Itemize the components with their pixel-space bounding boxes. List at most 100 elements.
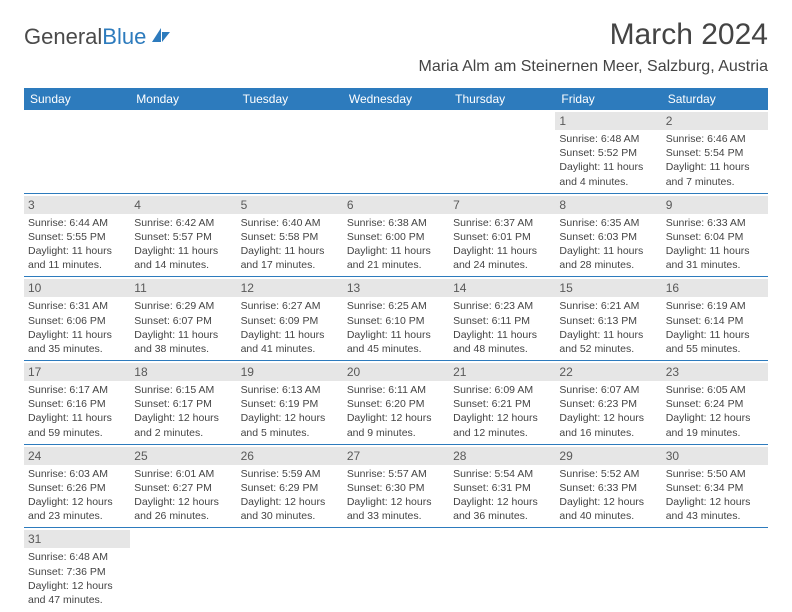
day-number: 29	[555, 447, 661, 465]
day-number: 6	[343, 196, 449, 214]
day-cell: 9Sunrise: 6:33 AMSunset: 6:04 PMDaylight…	[662, 194, 768, 277]
weeks-container: 1Sunrise: 6:48 AMSunset: 5:52 PMDaylight…	[24, 110, 768, 611]
day-cell: 6 Sunrise: 6:38 AMSunset: 6:00 PMDaylight…	[343, 194, 449, 277]
day-daylight: Daylight: 11 hours and 21 minutes.	[347, 244, 445, 272]
day-daylight: Daylight: 12 hours and 19 minutes.	[666, 411, 764, 439]
day-cell: 22Sunrise: 6:07 AMSunset: 6:23 PMDayligh…	[555, 361, 661, 444]
empty-cell	[449, 110, 555, 193]
weekday-header: Friday	[555, 88, 661, 110]
weekday-header: Wednesday	[343, 88, 449, 110]
day-sunrise: Sunrise: 5:59 AM	[241, 467, 339, 481]
weekday-header: Tuesday	[237, 88, 343, 110]
weekday-header: Thursday	[449, 88, 555, 110]
day-number: 21	[449, 363, 555, 381]
day-info: Sunrise: 6:33 AMSunset: 6:04 PMDaylight:…	[666, 216, 764, 273]
day-sunrise: Sunrise: 6:27 AM	[241, 299, 339, 313]
day-number: 22	[555, 363, 661, 381]
weekday-header-row: SundayMondayTuesdayWednesdayThursdayFrid…	[24, 88, 768, 110]
day-sunset: Sunset: 6:20 PM	[347, 397, 445, 411]
day-sunrise: Sunrise: 6:11 AM	[347, 383, 445, 397]
day-number: 18	[130, 363, 236, 381]
day-info: Sunrise: 6:40 AMSunset: 5:58 PMDaylight:…	[241, 216, 339, 273]
day-sunrise: Sunrise: 6:33 AM	[666, 216, 764, 230]
day-daylight: Daylight: 11 hours and 11 minutes.	[28, 244, 126, 272]
weekday-header: Sunday	[24, 88, 130, 110]
weekday-header: Saturday	[662, 88, 768, 110]
day-sunset: Sunset: 6:23 PM	[559, 397, 657, 411]
day-daylight: Daylight: 12 hours and 5 minutes.	[241, 411, 339, 439]
day-cell: 29Sunrise: 5:52 AMSunset: 6:33 PMDayligh…	[555, 445, 661, 528]
week-row: 10Sunrise: 6:31 AMSunset: 6:06 PMDayligh…	[24, 277, 768, 361]
day-sunrise: Sunrise: 5:57 AM	[347, 467, 445, 481]
day-sunset: Sunset: 6:26 PM	[28, 481, 126, 495]
day-sunrise: Sunrise: 6:42 AM	[134, 216, 232, 230]
day-sunset: Sunset: 7:36 PM	[28, 565, 126, 579]
day-sunrise: Sunrise: 6:13 AM	[241, 383, 339, 397]
day-info: Sunrise: 6:25 AMSunset: 6:10 PMDaylight:…	[347, 299, 445, 356]
day-daylight: Daylight: 11 hours and 38 minutes.	[134, 328, 232, 356]
day-sunrise: Sunrise: 6:23 AM	[453, 299, 551, 313]
day-number: 3	[24, 196, 130, 214]
day-daylight: Daylight: 11 hours and 24 minutes.	[453, 244, 551, 272]
day-cell: 11Sunrise: 6:29 AMSunset: 6:07 PMDayligh…	[130, 277, 236, 360]
empty-cell	[24, 110, 130, 193]
day-daylight: Daylight: 12 hours and 36 minutes.	[453, 495, 551, 523]
day-sunset: Sunset: 6:06 PM	[28, 314, 126, 328]
day-cell: 19Sunrise: 6:13 AMSunset: 6:19 PMDayligh…	[237, 361, 343, 444]
day-number: 7	[449, 196, 555, 214]
day-number: 12	[237, 279, 343, 297]
day-sunrise: Sunrise: 6:48 AM	[28, 550, 126, 564]
empty-cell	[555, 528, 661, 611]
day-sunset: Sunset: 6:19 PM	[241, 397, 339, 411]
day-sunset: Sunset: 6:30 PM	[347, 481, 445, 495]
day-sunset: Sunset: 6:27 PM	[134, 481, 232, 495]
day-sunrise: Sunrise: 6:03 AM	[28, 467, 126, 481]
empty-cell	[237, 110, 343, 193]
day-info: Sunrise: 6:01 AMSunset: 6:27 PMDaylight:…	[134, 467, 232, 524]
empty-cell	[130, 110, 236, 193]
day-number: 1	[555, 112, 661, 130]
day-daylight: Daylight: 11 hours and 7 minutes.	[666, 160, 764, 188]
day-number: 4	[130, 196, 236, 214]
sail-icon	[150, 24, 172, 50]
day-sunset: Sunset: 6:21 PM	[453, 397, 551, 411]
day-daylight: Daylight: 12 hours and 23 minutes.	[28, 495, 126, 523]
day-number: 23	[662, 363, 768, 381]
day-sunset: Sunset: 6:11 PM	[453, 314, 551, 328]
day-cell: 13Sunrise: 6:25 AMSunset: 6:10 PMDayligh…	[343, 277, 449, 360]
day-sunrise: Sunrise: 6:46 AM	[666, 132, 764, 146]
day-number: 16	[662, 279, 768, 297]
empty-cell	[662, 528, 768, 611]
day-info: Sunrise: 6:15 AMSunset: 6:17 PMDaylight:…	[134, 383, 232, 440]
logo: GeneralBlue	[24, 24, 172, 50]
day-info: Sunrise: 6:38 AMSunset: 6:00 PMDaylight:…	[347, 216, 445, 273]
day-sunset: Sunset: 6:29 PM	[241, 481, 339, 495]
day-number: 27	[343, 447, 449, 465]
day-sunset: Sunset: 6:04 PM	[666, 230, 764, 244]
day-daylight: Daylight: 11 hours and 41 minutes.	[241, 328, 339, 356]
day-number: 5	[237, 196, 343, 214]
day-daylight: Daylight: 11 hours and 59 minutes.	[28, 411, 126, 439]
day-cell: 1Sunrise: 6:48 AMSunset: 5:52 PMDaylight…	[555, 110, 661, 193]
day-info: Sunrise: 6:13 AMSunset: 6:19 PMDaylight:…	[241, 383, 339, 440]
month-title: March 2024	[419, 18, 769, 52]
day-cell: 25Sunrise: 6:01 AMSunset: 6:27 PMDayligh…	[130, 445, 236, 528]
day-info: Sunrise: 5:59 AMSunset: 6:29 PMDaylight:…	[241, 467, 339, 524]
day-info: Sunrise: 6:48 AMSunset: 7:36 PMDaylight:…	[28, 550, 126, 607]
day-sunrise: Sunrise: 6:35 AM	[559, 216, 657, 230]
day-number: 24	[24, 447, 130, 465]
day-daylight: Daylight: 11 hours and 48 minutes.	[453, 328, 551, 356]
day-info: Sunrise: 6:46 AMSunset: 5:54 PMDaylight:…	[666, 132, 764, 189]
day-info: Sunrise: 6:19 AMSunset: 6:14 PMDaylight:…	[666, 299, 764, 356]
day-daylight: Daylight: 12 hours and 43 minutes.	[666, 495, 764, 523]
day-daylight: Daylight: 12 hours and 9 minutes.	[347, 411, 445, 439]
day-number: 20	[343, 363, 449, 381]
header: GeneralBlue March 2024 Maria Alm am Stei…	[24, 18, 768, 76]
day-number: 2	[662, 112, 768, 130]
day-cell: 5 Sunrise: 6:40 AMSunset: 5:58 PMDaylight…	[237, 194, 343, 277]
empty-cell	[130, 528, 236, 611]
day-sunrise: Sunrise: 6:05 AM	[666, 383, 764, 397]
day-number: 14	[449, 279, 555, 297]
day-cell: 17Sunrise: 6:17 AMSunset: 6:16 PMDayligh…	[24, 361, 130, 444]
day-sunrise: Sunrise: 5:52 AM	[559, 467, 657, 481]
